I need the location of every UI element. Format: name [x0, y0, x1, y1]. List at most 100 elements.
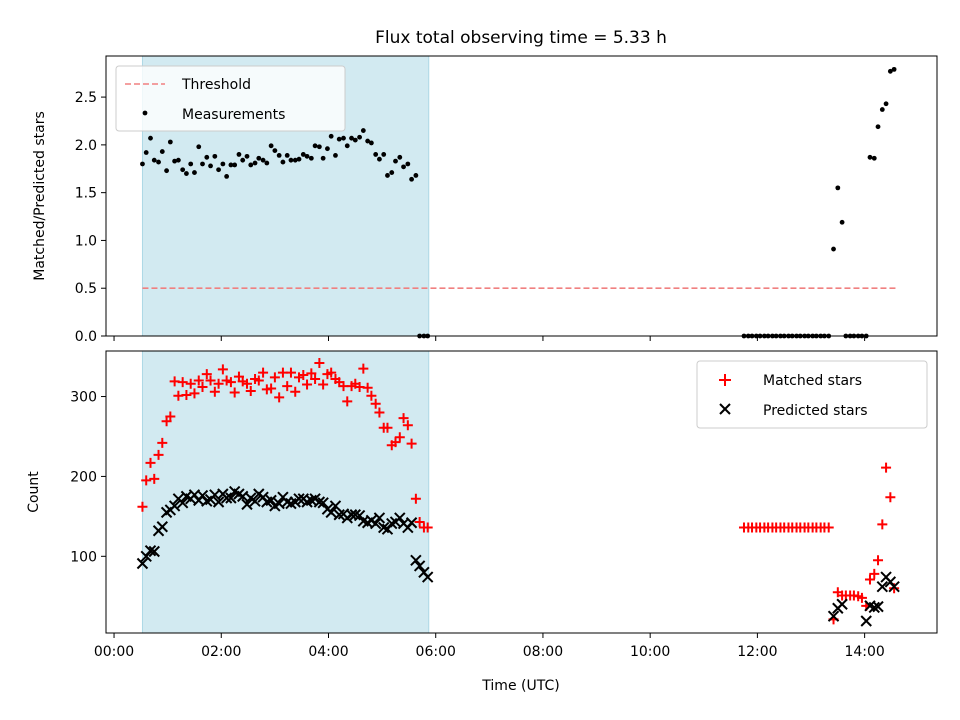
- measurement-point: [308, 155, 314, 161]
- bottom-data-layer: [136, 357, 900, 627]
- x-tick-label: 14:00: [844, 644, 884, 660]
- measurement-point: [385, 173, 390, 178]
- predicted-star-point: [413, 560, 426, 572]
- measurement-point: [891, 66, 897, 72]
- matched-star-point: [145, 457, 156, 468]
- matched-star-point: [398, 413, 409, 424]
- measurement-point: [304, 153, 310, 159]
- measurement-point: [256, 155, 262, 161]
- measurement-point: [276, 152, 282, 158]
- matched-star-point: [362, 382, 373, 393]
- x-tick-label: 00:00: [94, 644, 134, 660]
- measurement-point: [216, 167, 221, 173]
- measurement-point: [248, 162, 254, 168]
- matched-star-point: [253, 375, 264, 386]
- matched-star-point: [314, 357, 325, 368]
- matched-star-point: [290, 386, 301, 397]
- measurement-point: [236, 152, 242, 157]
- figure-title: Flux total observing time = 5.33 h: [375, 28, 667, 48]
- x-tick-label: 02:00: [201, 644, 241, 660]
- predicted-star-point: [144, 545, 157, 557]
- bottom-legend: Matched stars Predicted stars: [696, 360, 928, 429]
- top-y-axis-label: Matched/Predicted stars: [32, 111, 48, 281]
- matched-star-point: [864, 574, 875, 585]
- measurement-point: [159, 149, 165, 154]
- measurement-point: [401, 164, 406, 170]
- measurement-point: [336, 136, 342, 142]
- matched-star-point: [342, 396, 353, 407]
- measurement-point: [393, 158, 398, 164]
- matched-star-point: [306, 368, 317, 379]
- measurement-point: [220, 161, 226, 167]
- measurement-point: [341, 135, 346, 141]
- matched-star-point: [213, 378, 224, 389]
- measurement-point: [296, 156, 302, 162]
- measurement-point: [875, 124, 881, 130]
- matched-star-point: [282, 381, 293, 392]
- measurement-point: [887, 68, 893, 74]
- predicted-star-point: [333, 509, 345, 521]
- predicted-star-point: [836, 598, 848, 610]
- predicted-star-point: [349, 509, 362, 521]
- predicted-star-point: [369, 517, 382, 530]
- measurement-point: [288, 157, 294, 163]
- predicted-star-point: [148, 545, 160, 558]
- bottom-y-tick-label: 100: [70, 549, 97, 565]
- matched-star-point: [217, 364, 228, 375]
- measurement-point: [208, 163, 213, 169]
- predicted-star-point: [249, 495, 261, 507]
- measurement-point: [143, 150, 149, 155]
- measurement-point: [867, 154, 873, 160]
- measurement-point: [228, 162, 234, 168]
- measurement-point: [148, 135, 153, 141]
- bottom-y-tick-label: 300: [70, 390, 97, 406]
- predicted-star-point: [317, 497, 329, 509]
- matched-star-point: [310, 373, 321, 384]
- predicted-star-point: [225, 492, 237, 504]
- predicted-star-point: [220, 492, 233, 504]
- top-axis-layer: 0.0 0.5 1.0 1.5 2.0 2.5: [75, 90, 866, 345]
- top-y-tick-label: 1.0: [75, 233, 97, 249]
- matched-star-point: [823, 522, 834, 533]
- measurement-point: [320, 155, 326, 161]
- matched-star-point: [414, 516, 425, 527]
- matched-star-point: [877, 519, 888, 530]
- measurement-point: [280, 159, 286, 165]
- matched-star-point: [229, 387, 240, 398]
- predicted-star-point: [888, 580, 900, 593]
- measurement-point: [871, 155, 877, 161]
- matched-star-point: [193, 375, 204, 386]
- measurement-point: [879, 107, 885, 112]
- predicted-star-point: [872, 600, 884, 613]
- matched-star-point: [358, 363, 369, 374]
- matched-star-point: [242, 378, 253, 389]
- measurement-point: [357, 134, 362, 140]
- predicted-star-point: [876, 580, 889, 593]
- matched-star-point: [370, 398, 381, 409]
- measurement-point: [352, 137, 358, 143]
- bottom-y-axis-label: Count: [26, 471, 42, 513]
- top-y-tick-label: 0.5: [75, 281, 97, 297]
- measurement-point: [360, 128, 366, 133]
- predicted-star-point: [410, 554, 422, 567]
- measurement-point: [188, 161, 194, 167]
- matched-star-point: [274, 392, 285, 403]
- x-tick-label: 10:00: [630, 644, 670, 660]
- bottom-legend-box: [696, 360, 928, 429]
- legend-measurements-icon: [142, 110, 148, 116]
- matched-star-point: [225, 377, 236, 388]
- measurement-point: [224, 174, 230, 179]
- legend-predicted-icon: [719, 403, 731, 415]
- measurement-point: [344, 143, 350, 149]
- legend-measurements-label: Measurements: [182, 107, 285, 123]
- measurement-point: [316, 144, 322, 150]
- measurement-point: [156, 159, 161, 165]
- top-legend: Threshold Measurements: [115, 65, 346, 132]
- bottom-plot-frame: [105, 350, 938, 634]
- measurement-point: [381, 152, 387, 157]
- measurement-point: [312, 143, 318, 149]
- predicted-star-point: [325, 506, 337, 519]
- predicted-star-point: [860, 615, 872, 627]
- measurement-point: [204, 154, 210, 160]
- measurement-point: [252, 160, 258, 166]
